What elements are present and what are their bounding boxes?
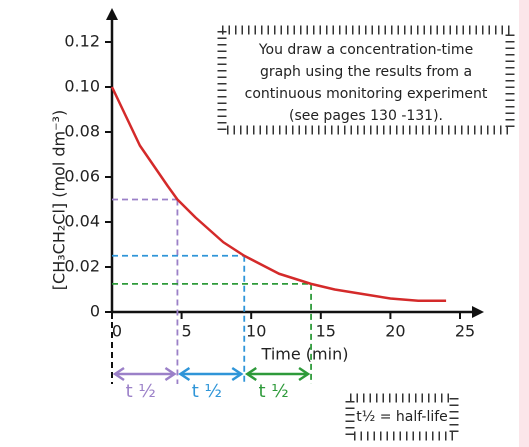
half-life-label: t ½	[192, 381, 222, 402]
y-tick-label: 0.04	[64, 212, 100, 231]
y-tick-label: 0.02	[64, 257, 100, 276]
key-box	[345, 393, 459, 441]
half-life-label: t ½	[126, 381, 156, 402]
y-tick-label: 0.12	[64, 32, 100, 51]
arrow-head	[112, 366, 125, 382]
y-tick-label: 0.06	[64, 167, 100, 186]
x-tick-label: 5	[182, 322, 192, 341]
note-line: You draw a concentration-time	[258, 42, 473, 58]
note-line: graph using the results from a	[260, 64, 472, 80]
half-life-label: t ½	[259, 381, 289, 402]
x-tick-label: 10	[246, 322, 266, 341]
side-strip	[519, 0, 529, 447]
key-text: t½ = half-life	[356, 409, 448, 425]
arrow-head	[164, 366, 177, 382]
note-line: continuous monitoring experiment	[245, 86, 488, 102]
y-axis-arrow	[106, 8, 118, 20]
note-line: (see pages 130 -131).	[289, 108, 443, 124]
arrow-head	[231, 366, 244, 382]
y-tick-label: 0	[90, 302, 100, 321]
x-tick-label: 15	[316, 322, 336, 341]
x-tick-label: 20	[385, 322, 405, 341]
y-axis-label: [CH₃CH₂Cl] (mol dm⁻³)	[50, 110, 69, 290]
arrow-head	[178, 366, 191, 382]
y-tick-label: 0.10	[64, 77, 100, 96]
x-tick-label: 0	[112, 322, 122, 341]
note-box	[217, 25, 515, 135]
arrow-head	[298, 366, 311, 382]
arrow-head	[244, 366, 257, 382]
data-line	[110, 86, 447, 302]
y-tick-label: 0.08	[64, 122, 100, 141]
x-axis-label: Time (min)	[261, 345, 349, 364]
x-tick-label: 25	[455, 322, 475, 341]
x-axis-arrow	[472, 306, 484, 318]
